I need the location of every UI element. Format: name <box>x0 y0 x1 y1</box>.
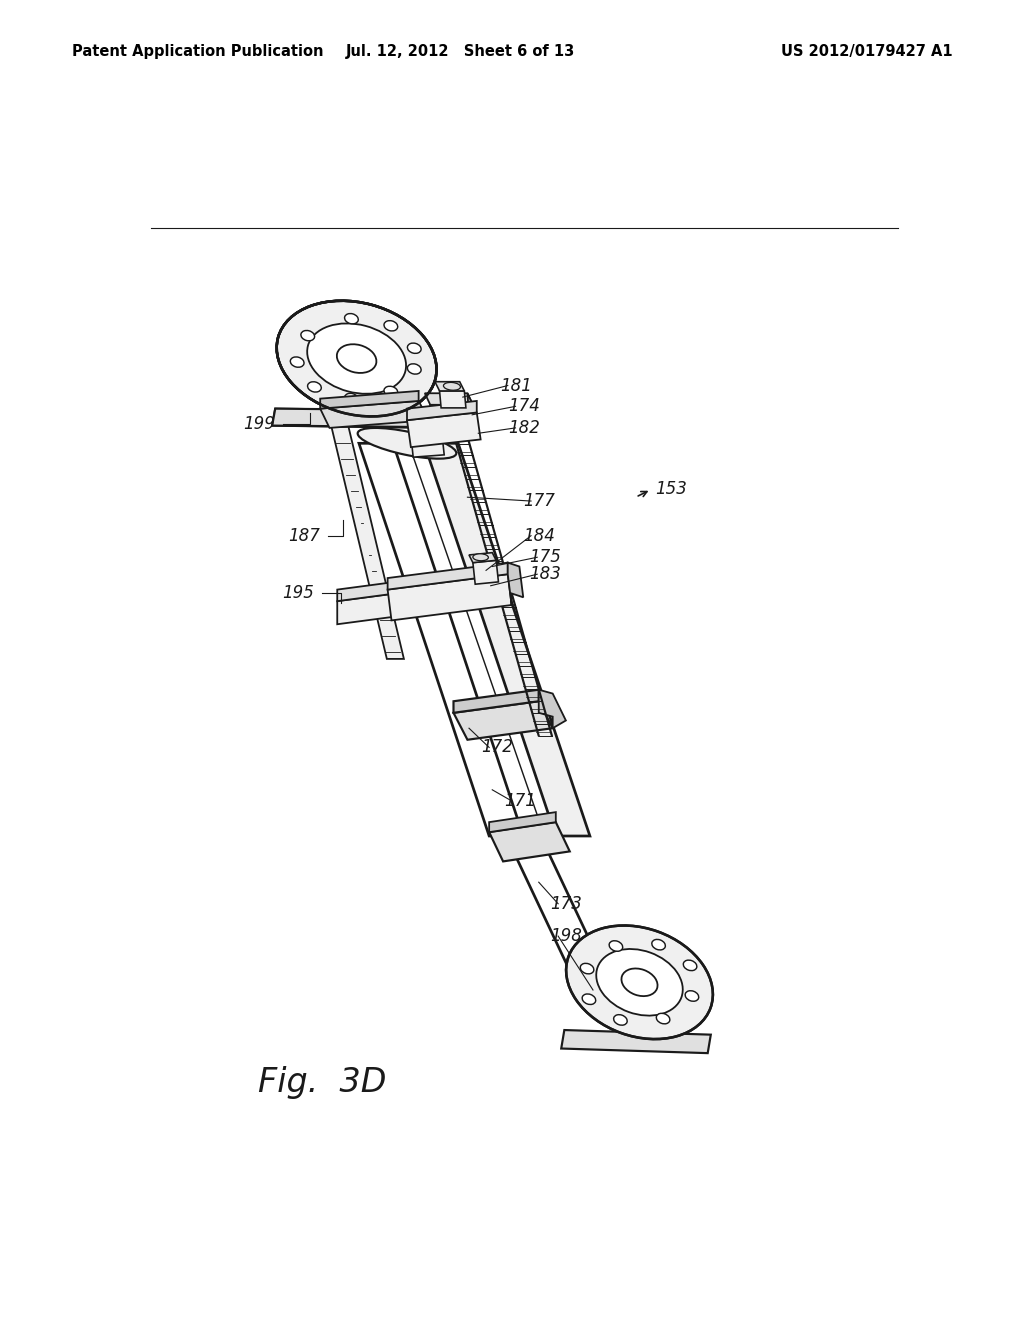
Ellipse shape <box>609 941 623 952</box>
Polygon shape <box>272 409 434 428</box>
Polygon shape <box>321 401 429 428</box>
Ellipse shape <box>583 994 596 1005</box>
Polygon shape <box>359 444 523 836</box>
Polygon shape <box>506 832 602 970</box>
Text: 187: 187 <box>289 527 321 545</box>
Polygon shape <box>539 689 566 729</box>
Ellipse shape <box>357 428 457 458</box>
Text: 184: 184 <box>523 527 555 545</box>
Ellipse shape <box>685 991 698 1002</box>
Polygon shape <box>407 412 480 447</box>
Text: 172: 172 <box>481 738 513 756</box>
Polygon shape <box>561 1030 711 1053</box>
Text: US 2012/0179427 A1: US 2012/0179427 A1 <box>780 44 952 58</box>
Polygon shape <box>388 562 508 590</box>
Polygon shape <box>411 433 444 457</box>
Ellipse shape <box>566 925 713 1039</box>
Polygon shape <box>337 594 395 624</box>
Polygon shape <box>424 444 590 836</box>
Polygon shape <box>439 391 466 408</box>
Ellipse shape <box>301 330 314 341</box>
Text: 183: 183 <box>529 565 561 583</box>
Text: 181: 181 <box>500 376 531 395</box>
Ellipse shape <box>307 381 322 392</box>
Polygon shape <box>388 574 512 620</box>
Ellipse shape <box>613 1015 627 1026</box>
Ellipse shape <box>344 314 358 323</box>
Polygon shape <box>489 812 556 832</box>
Text: Patent Application Publication: Patent Application Publication <box>72 44 324 58</box>
Polygon shape <box>337 582 395 601</box>
Ellipse shape <box>683 960 697 970</box>
Polygon shape <box>467 393 475 440</box>
Ellipse shape <box>291 356 304 367</box>
Ellipse shape <box>384 387 397 396</box>
Text: 182: 182 <box>508 418 540 437</box>
Ellipse shape <box>337 345 377 374</box>
Text: 195: 195 <box>283 585 314 602</box>
Polygon shape <box>272 409 434 428</box>
Text: Jul. 12, 2012   Sheet 6 of 13: Jul. 12, 2012 Sheet 6 of 13 <box>346 44 575 58</box>
Text: Fig.  3D: Fig. 3D <box>257 1067 386 1098</box>
Polygon shape <box>469 553 496 562</box>
Ellipse shape <box>408 364 421 374</box>
Text: 173: 173 <box>550 895 583 912</box>
Ellipse shape <box>652 940 666 950</box>
Polygon shape <box>330 418 403 659</box>
Polygon shape <box>454 701 553 739</box>
Ellipse shape <box>656 1014 670 1024</box>
Text: 198: 198 <box>550 927 583 945</box>
Polygon shape <box>435 381 464 391</box>
Polygon shape <box>407 401 477 420</box>
Text: 177: 177 <box>523 492 555 510</box>
Text: 153: 153 <box>655 480 687 499</box>
Ellipse shape <box>276 301 436 416</box>
Polygon shape <box>425 393 473 405</box>
Ellipse shape <box>344 393 358 404</box>
Ellipse shape <box>384 321 397 331</box>
Ellipse shape <box>596 949 683 1015</box>
Polygon shape <box>508 562 523 605</box>
Polygon shape <box>321 391 419 409</box>
Polygon shape <box>430 405 475 440</box>
Ellipse shape <box>473 554 488 561</box>
Ellipse shape <box>408 343 421 354</box>
Ellipse shape <box>307 323 407 393</box>
Polygon shape <box>489 822 569 862</box>
Ellipse shape <box>443 383 461 391</box>
Text: 171: 171 <box>505 792 537 810</box>
Text: 199: 199 <box>244 414 275 433</box>
Polygon shape <box>473 560 499 585</box>
Polygon shape <box>454 689 539 713</box>
Text: 174: 174 <box>508 397 540 416</box>
Text: 175: 175 <box>529 548 561 566</box>
Ellipse shape <box>622 969 657 997</box>
Ellipse shape <box>581 964 594 974</box>
